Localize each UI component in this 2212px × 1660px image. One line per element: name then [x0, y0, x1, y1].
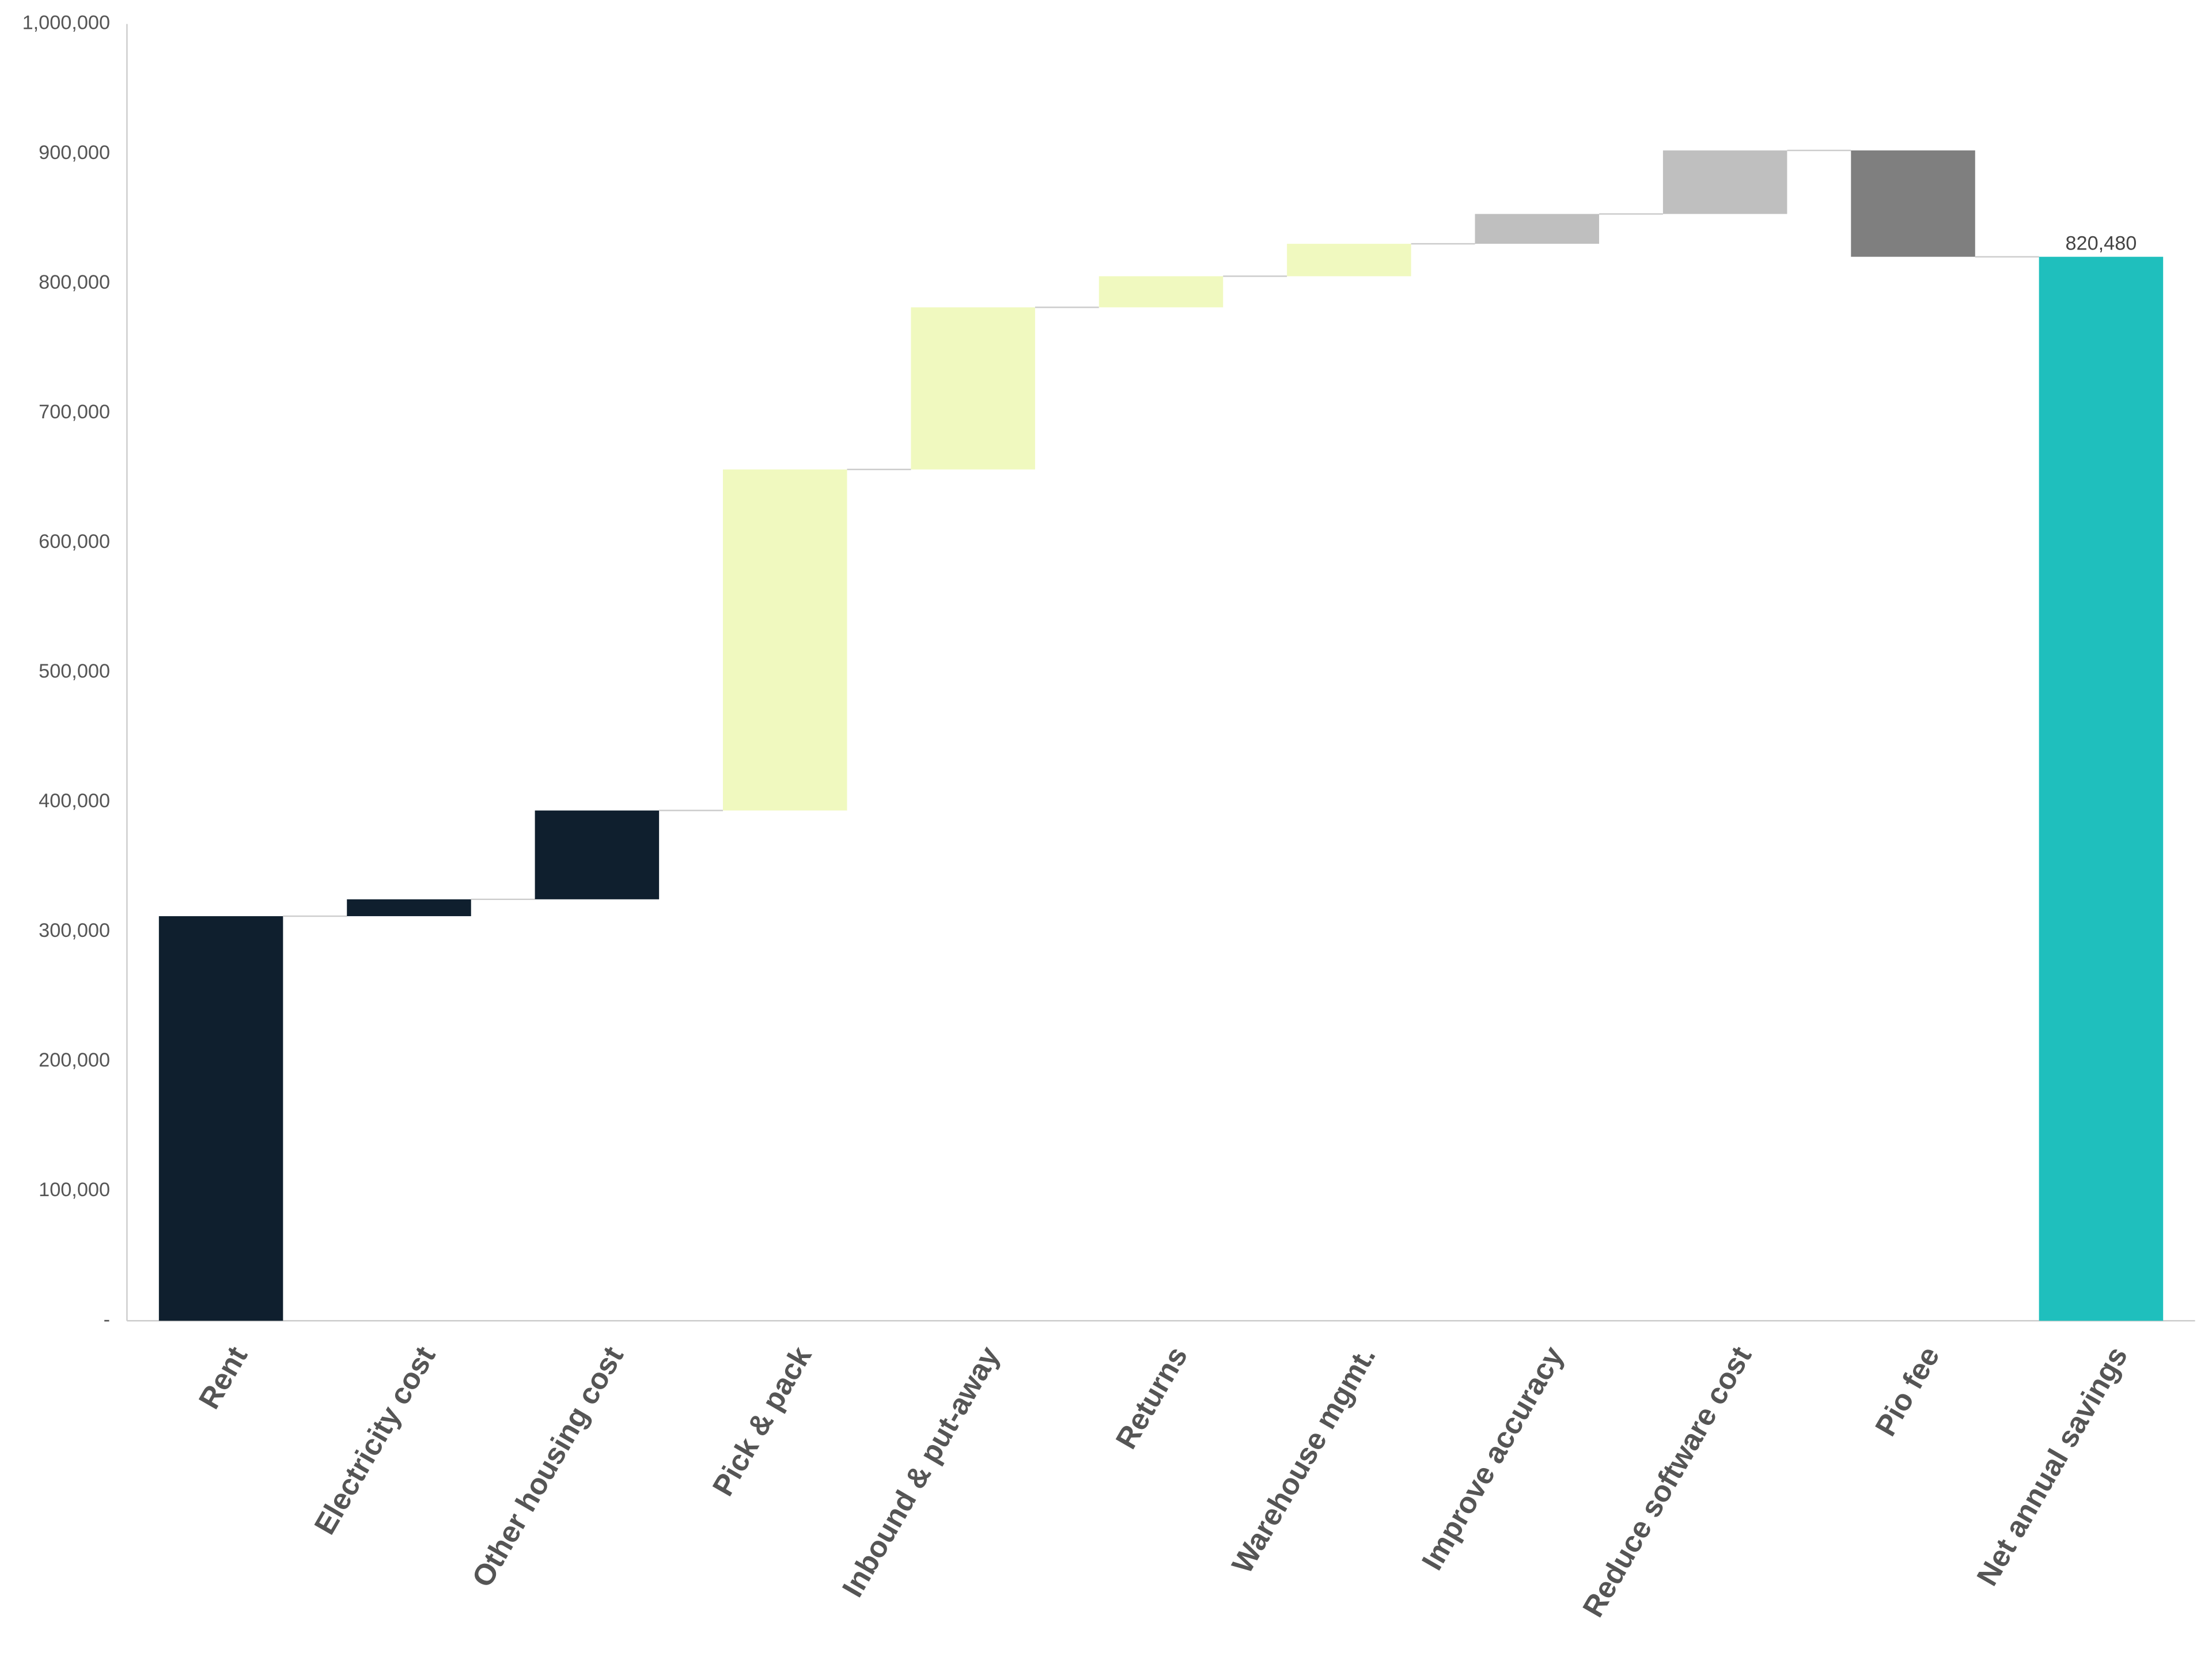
bar [1851, 150, 1975, 257]
x-tick-label: Rent [192, 1341, 253, 1415]
x-tick-label: Improve accuracy [1415, 1340, 1570, 1575]
value-label: 820,480 [2065, 232, 2137, 254]
y-tick-label: 500,000 [39, 660, 110, 682]
bar [1099, 276, 1224, 308]
x-tick-label: Warehouse mgmt. [1225, 1341, 1382, 1579]
x-tick-label: Net annual savings [1970, 1341, 2134, 1591]
bar [158, 916, 283, 1321]
bar [535, 810, 660, 899]
x-tick-label: Inbound & put-away [835, 1340, 1006, 1602]
bar [2039, 256, 2164, 1321]
x-tick-label: Pick & pack [706, 1340, 818, 1501]
y-tick-label: 700,000 [39, 401, 110, 423]
x-tick-label: Returns [1109, 1341, 1194, 1454]
y-tick-label: 900,000 [39, 142, 110, 164]
y-tick-label: 600,000 [39, 531, 110, 553]
x-tick-label: Other housing cost [465, 1341, 630, 1593]
bar [347, 899, 471, 917]
bar [1475, 214, 1600, 244]
y-tick-label: - [104, 1309, 110, 1330]
x-tick-label: Pio fee [1868, 1341, 1946, 1442]
bar [722, 469, 847, 811]
y-tick-label: 1,000,000 [22, 12, 110, 34]
bar [1662, 150, 1787, 214]
y-tick-label: 200,000 [39, 1049, 110, 1071]
y-tick-label: 800,000 [39, 271, 110, 293]
bar [911, 307, 1035, 470]
x-tick-label: Electricity cost [308, 1341, 442, 1540]
y-tick-label: 100,000 [39, 1179, 110, 1201]
x-tick-label: Reduce software cost [1576, 1341, 1758, 1623]
y-tick-label: 300,000 [39, 920, 110, 941]
y-tick-label: 400,000 [39, 790, 110, 812]
bar [1287, 244, 1411, 277]
